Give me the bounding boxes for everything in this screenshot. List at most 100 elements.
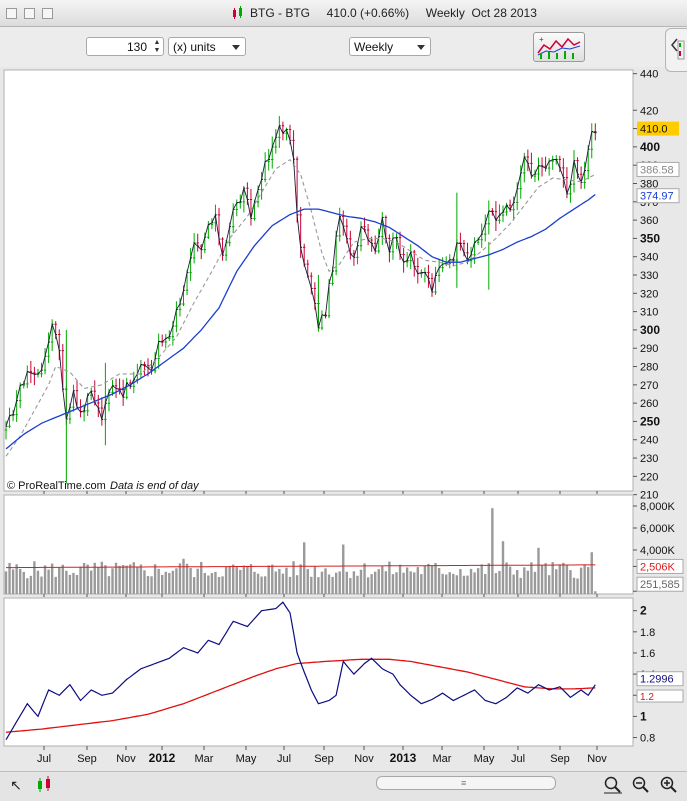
volume-bar: [228, 565, 231, 594]
volume-bar: [519, 577, 522, 594]
volume-bar: [445, 574, 448, 594]
time-scrollbar[interactable]: ≡: [376, 776, 556, 790]
volume-bar: [345, 571, 348, 594]
side-panel-toggle[interactable]: [665, 28, 687, 72]
time-tick-label: Nov: [587, 753, 607, 765]
chevron-down-icon: [232, 45, 240, 50]
volume-bar: [377, 569, 380, 594]
close-window-button[interactable]: [6, 8, 17, 19]
zoom-out-icon[interactable]: [631, 775, 651, 795]
volume-bar: [185, 563, 189, 594]
volume-bar: [437, 568, 441, 594]
volume-bar: [374, 571, 377, 594]
volume-bar: [572, 577, 576, 594]
minimize-window-button[interactable]: [24, 8, 35, 19]
svg-text:+: +: [539, 35, 544, 44]
volume-bar: [409, 571, 412, 594]
volume-bar: [75, 574, 79, 594]
volume-bar: [579, 567, 583, 594]
zoom-fit-icon[interactable]: [603, 775, 623, 795]
indicators-button[interactable]: +: [533, 32, 585, 62]
volume-bar: [342, 544, 345, 594]
volume-bar: [129, 564, 132, 594]
volume-bar: [491, 508, 494, 594]
volume-bar: [327, 574, 331, 594]
price-tick-label: 270: [640, 380, 658, 392]
volume-bar: [498, 570, 501, 594]
volume-bar: [331, 576, 334, 594]
volume-bar: [175, 568, 178, 594]
volume-bar: [526, 570, 530, 594]
volume-bar: [178, 563, 182, 594]
volume-bar: [65, 570, 68, 594]
svg-text:251,585: 251,585: [640, 579, 680, 591]
volume-bar: [370, 574, 373, 594]
osc-last-value-label: 1.2996: [636, 671, 684, 687]
price-tick-label: 340: [640, 252, 658, 264]
volume-bar: [104, 565, 107, 594]
stepper-icon[interactable]: ▲ ▼: [153, 39, 161, 54]
price-tick-label: 210: [640, 490, 658, 502]
units-select[interactable]: (x) units: [168, 37, 246, 56]
volume-bar: [452, 573, 455, 594]
volume-bar: [274, 571, 277, 594]
candle-style-icon[interactable]: [34, 775, 54, 795]
time-tick-label: Jul: [277, 753, 291, 765]
oscillator-axis: 0.811.21.41.61.821.21.2996: [633, 604, 684, 745]
period-select[interactable]: Weekly: [349, 37, 431, 56]
price-panel[interactable]: 210 220 230 240 250 260 270 280 290 300 310 320 330 3…: [3, 69, 680, 502]
volume-bar: [256, 573, 260, 594]
volume-bar: [161, 574, 164, 594]
volume-bar: [263, 576, 267, 594]
cursor-icon[interactable]: ↖: [10, 777, 22, 793]
volume-bar: [8, 562, 11, 594]
volume-bar: [423, 565, 427, 594]
volume-panel[interactable]: 8,000K 6,000K 4,000K 2,506K 251,585: [3, 494, 684, 595]
volume-bar: [54, 576, 57, 594]
units-count-input[interactable]: 130: [86, 37, 164, 56]
volume-bar: [150, 576, 153, 594]
volume-bar: [388, 561, 391, 594]
oscillator-panel[interactable]: 0.811.21.41.61.821.21.2996: [3, 597, 684, 747]
volume-bar: [480, 564, 483, 594]
svg-text:1.2996: 1.2996: [640, 674, 674, 686]
volume-bar: [310, 576, 313, 594]
volume-bar: [523, 567, 526, 594]
last-price-label: 410.0: [637, 121, 679, 136]
volume-bar: [381, 566, 384, 594]
volume-bar: [398, 564, 402, 594]
volume-bar: [47, 569, 50, 594]
time-tick-label: Nov: [116, 753, 136, 765]
volume-bar: [558, 564, 561, 594]
time-axis: Jul Sep Nov 2012 Mar May Jul Sep Nov 2013 Mar May Ju…: [37, 491, 607, 765]
osc-tick-label: 1.6: [640, 648, 655, 660]
oscillator-panel-frame: [3, 597, 634, 747]
volume-bar: [516, 569, 519, 594]
volume-bar: [26, 578, 29, 594]
volume-bar: [356, 575, 359, 594]
time-tick-label: 2013: [390, 751, 417, 765]
price-axis: 210 220 230 240 250 260 270 280 290 300 310 320 330 3…: [633, 69, 680, 502]
volume-bar: [544, 563, 547, 594]
price-tick-label: 360: [640, 215, 658, 227]
svg-text:410.0: 410.0: [640, 124, 668, 136]
volume-bar: [288, 576, 292, 594]
volume-bar: [153, 564, 157, 594]
price-tick-label: 250: [640, 414, 660, 428]
volume-bar: [125, 565, 128, 594]
volume-bar: [565, 565, 569, 594]
volume-bar: [317, 577, 320, 594]
volume-bar: [508, 566, 512, 594]
volume-bar: [182, 558, 185, 594]
volume-bar: [473, 572, 476, 594]
volume-bar: [143, 570, 146, 594]
volume-bar: [239, 569, 242, 594]
scroll-grip[interactable]: ≡: [461, 778, 467, 788]
volume-bar: [232, 564, 235, 594]
volume-bar: [484, 573, 487, 594]
close-line: [5, 124, 596, 427]
volume-bar: [476, 568, 480, 594]
zoom-in-icon[interactable]: [659, 775, 679, 795]
maximize-window-button[interactable]: [42, 8, 53, 19]
